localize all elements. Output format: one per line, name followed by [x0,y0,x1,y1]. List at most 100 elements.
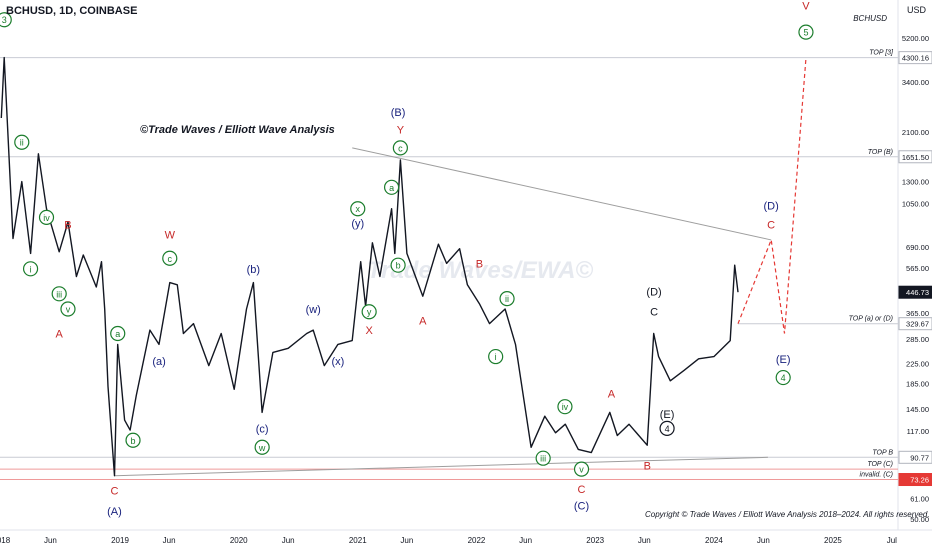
wave-label-circle [392,140,408,156]
wave-label: iii [540,454,546,464]
y-tick-label: 2100.00 [902,128,929,137]
x-tick-label: 2018 [0,536,11,545]
wave-label: (c) [256,423,269,435]
projection-path [737,57,807,334]
price-badge [898,450,932,464]
y-tick-label: 145.00 [906,405,929,414]
chart-title[interactable]: BCHUSD, 1D, COINBASE [6,5,138,17]
wave-label-circle [125,432,141,448]
x-tick-label: 2025 [824,536,842,545]
y-tick-label: 117.00 [907,427,929,436]
trendline [352,147,772,241]
price-badge [898,285,932,299]
wave-label: y [367,307,372,317]
wave-label: (w) [306,304,321,316]
x-tick-label: Jul [887,536,897,545]
x-tick-label: Jun [163,536,176,545]
wave-label: 3 [2,15,7,25]
price-badge-label: 73.26 [910,476,929,485]
y-tick-label: 185.00 [906,380,929,389]
level-label: TOP (B) [868,149,893,156]
x-tick-label: 2019 [111,536,129,545]
x-tick-label: 2021 [349,536,367,545]
y-tick-label: 5200.00 [902,34,929,43]
price-badge [898,51,932,65]
wave-label: C [111,485,119,497]
wave-label-circle [390,257,406,273]
wave-label: c [398,143,403,153]
price-series-line [0,56,739,477]
price-badge-label: 4300.16 [902,54,929,63]
wave-label: iv [562,402,569,412]
wave-label-circle [488,348,504,365]
price-badge-label: 446.73 [906,288,929,297]
wave-label: c [168,254,173,264]
trendline [114,456,768,477]
wave-label: i [30,264,32,274]
wave-label-circle [254,439,270,455]
wave-label: A [56,328,64,340]
y-tick-label: 3400.00 [902,78,929,87]
wave-label-circle [38,209,55,225]
copyright-text: Copyright © Trade Waves / Elliott Wave A… [645,510,930,519]
x-tick-label: Jun [400,536,413,545]
price-badge-label: 329.67 [906,320,929,329]
wave-label: C [650,307,658,319]
wave-label: (D) [646,286,661,298]
wave-label: (B) [391,107,406,119]
wave-label: a [115,329,120,339]
price-badge-label: 90.77 [910,453,929,462]
wave-label: (E) [776,354,791,366]
y-tick-label: 565.00 [906,264,929,273]
currency-label[interactable]: USD [906,5,926,15]
wave-label-circle [383,179,400,195]
wave-label-circle [499,291,515,307]
wave-label: (x) [332,356,345,368]
wave-label: (A) [107,506,122,518]
wave-label: ii [20,138,24,148]
wave-label-circle [60,301,76,317]
x-tick-label: Jun [282,536,295,545]
wave-label: B [644,460,651,472]
y-tick-label: 285.00 [906,335,929,344]
price-badge [898,317,932,331]
level-label: TOP (a) or (D) [849,316,893,323]
x-tick-label: Jun [44,536,57,545]
wave-label: v [579,465,584,475]
wave-label: iii [56,289,62,299]
wave-label: (b) [247,264,260,276]
wave-label: b [396,261,401,271]
y-tick-label: 1050.00 [902,200,929,209]
wave-label: w [258,443,266,453]
x-tick-label: Jun [757,536,770,545]
wave-label-circle [535,450,551,466]
wave-label: (a) [152,356,165,368]
x-tick-label: 2024 [705,536,723,545]
symbol-tag: BCHUSD [853,14,887,23]
wave-label: iv [43,213,50,223]
wave-label: 4 [665,424,670,434]
wave-label: 5 [803,28,808,38]
wave-label-circle [659,420,675,436]
price-badge [898,473,932,487]
wave-label-circle [798,24,814,40]
wave-label-circle [0,12,12,28]
wave-label: x [356,204,361,214]
x-tick-label: Jun [519,536,532,545]
x-tick-label: 2022 [468,536,486,545]
wave-label: a [389,183,394,193]
y-tick-label: 50.00 [910,515,929,524]
wave-label: A [419,315,427,327]
wave-label: B [64,219,71,231]
wave-label-circle [775,369,791,386]
wave-label: B [476,258,483,270]
level-label: TOP [3] [869,50,894,57]
wave-label: V [802,1,810,13]
wave-label-circle [361,304,377,320]
wave-label: A [608,389,616,401]
y-tick-label: 690.00 [906,243,929,252]
y-tick-label: 1300.00 [902,178,929,187]
wave-label: W [165,229,176,241]
level-label: invalid. (C) [860,472,893,479]
